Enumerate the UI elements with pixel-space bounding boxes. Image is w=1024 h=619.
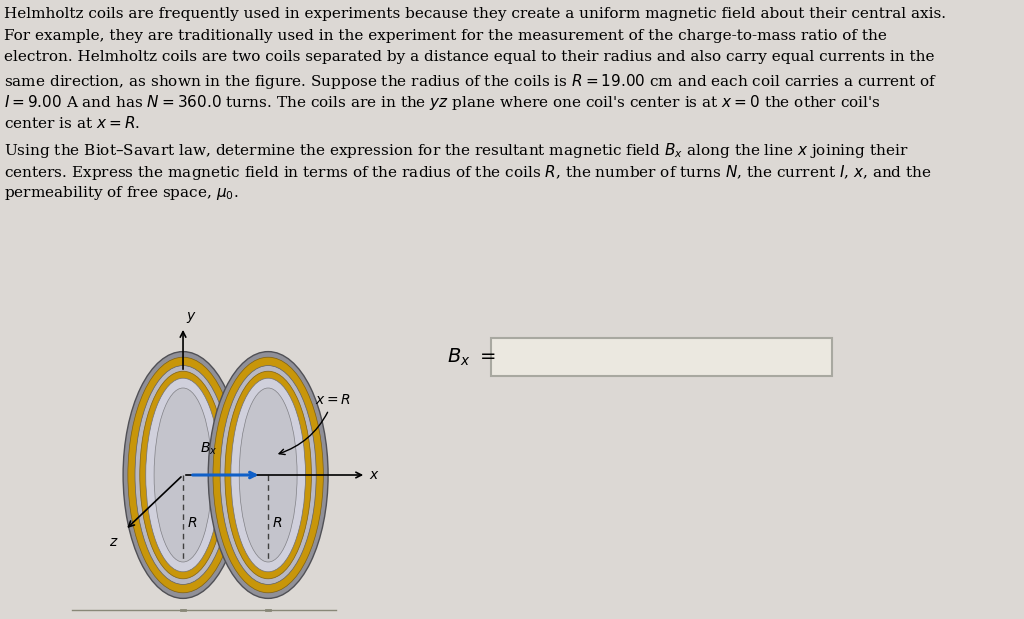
Ellipse shape <box>135 366 231 584</box>
Ellipse shape <box>145 378 220 572</box>
Text: $x$: $x$ <box>370 468 380 482</box>
Bar <box>492 338 831 376</box>
Ellipse shape <box>123 352 243 599</box>
Ellipse shape <box>140 371 226 579</box>
Text: $y$: $y$ <box>186 310 198 325</box>
Ellipse shape <box>240 388 297 562</box>
Text: $R$: $R$ <box>187 516 198 530</box>
Text: center is at $x = R$.: center is at $x = R$. <box>4 115 140 131</box>
Ellipse shape <box>208 352 328 599</box>
Text: For example, they are traditionally used in the experiment for the measurement o: For example, they are traditionally used… <box>4 28 887 43</box>
Ellipse shape <box>154 388 212 562</box>
Ellipse shape <box>220 366 316 584</box>
Text: same direction, as shown in the figure. Suppose the radius of the coils is $R = : same direction, as shown in the figure. … <box>4 72 938 90</box>
Ellipse shape <box>225 371 311 579</box>
Text: centers. Express the magnetic field in terms of the radius of the coils $R$, the: centers. Express the magnetic field in t… <box>4 163 932 181</box>
Text: permeability of free space, $\mu_0$.: permeability of free space, $\mu_0$. <box>4 184 239 202</box>
Ellipse shape <box>230 378 305 572</box>
Text: $x = R$: $x = R$ <box>280 393 351 454</box>
Text: $z$: $z$ <box>109 535 119 549</box>
Text: electron. Helmholtz coils are two coils separated by a distance equal to their r: electron. Helmholtz coils are two coils … <box>4 50 935 64</box>
Ellipse shape <box>213 357 324 593</box>
Text: $I = 9.00$ A and has $N = 360.0$ turns. The coils are in the $yz$ plane where on: $I = 9.00$ A and has $N = 360.0$ turns. … <box>4 93 881 112</box>
Text: $B_x\ =$: $B_x\ =$ <box>446 347 496 368</box>
Text: $R$: $R$ <box>272 516 283 530</box>
Text: Helmholtz coils are frequently used in experiments because they create a uniform: Helmholtz coils are frequently used in e… <box>4 7 946 21</box>
Text: $B_x$: $B_x$ <box>200 441 217 457</box>
Text: Using the Biot–Savart law, determine the expression for the resultant magnetic f: Using the Biot–Savart law, determine the… <box>4 141 908 160</box>
Ellipse shape <box>128 357 239 593</box>
